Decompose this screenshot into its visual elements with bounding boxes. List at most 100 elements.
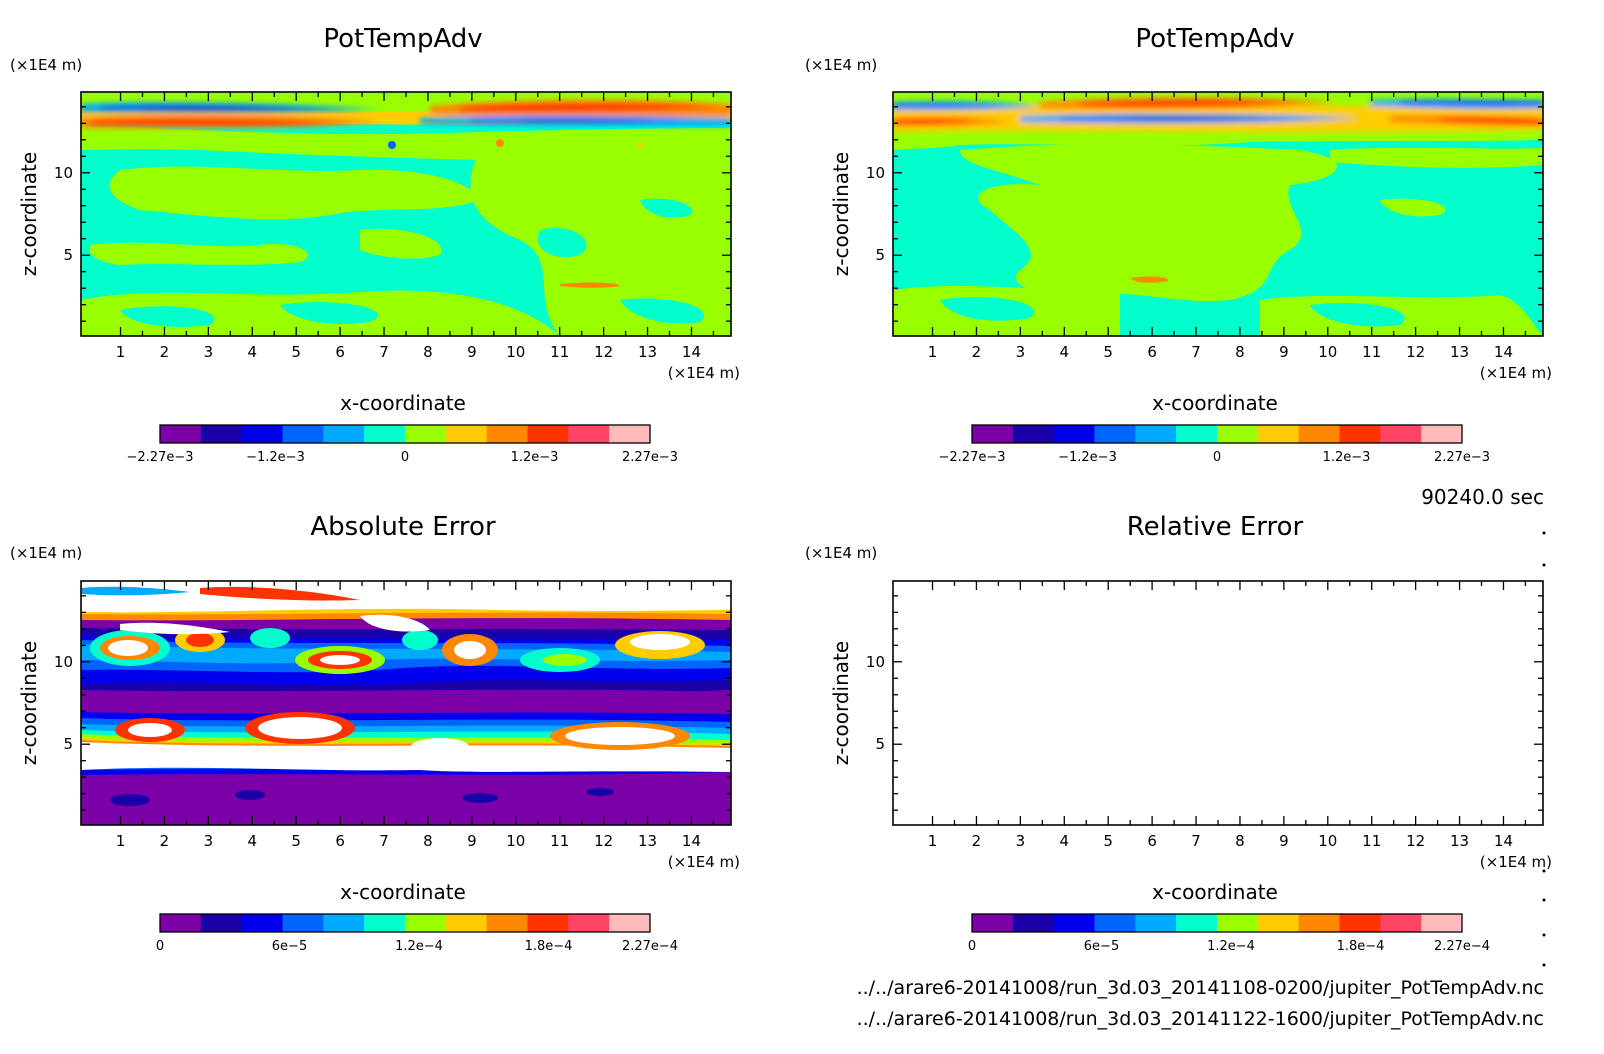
x-tick-label: 2 <box>972 343 982 361</box>
colorbar-label: 0 <box>1213 450 1221 465</box>
colorbar-swatch <box>568 914 610 932</box>
colorbar-swatch <box>1217 425 1259 443</box>
x-tick-label: 8 <box>423 832 433 850</box>
colorbar-swatch <box>1339 914 1381 932</box>
colorbar-swatch <box>1380 425 1422 443</box>
colorbar-label: 2.27e−4 <box>1434 939 1490 954</box>
colorbar-swatch <box>1298 914 1340 932</box>
x-tick-label: 8 <box>423 343 433 361</box>
y-axis-label: z-coordinate <box>829 641 853 765</box>
colorbar-label: −1.2e−3 <box>1058 450 1117 465</box>
x-tick-label: 6 <box>335 343 345 361</box>
x-tick-label: 4 <box>1060 343 1070 361</box>
x-tick-label: 10 <box>506 343 525 361</box>
colorbar-swatch <box>1421 425 1463 443</box>
time-label: 90240.0 sec <box>1421 485 1544 509</box>
y-tick-labels: 5 10 <box>866 653 885 753</box>
colorbar-label: 1.2e−4 <box>1207 939 1255 954</box>
x-tick-label: 3 <box>204 832 214 850</box>
colorbar-label: 2.27e−4 <box>622 939 678 954</box>
x-tick-label: 11 <box>1362 832 1381 850</box>
colorbar-label: −2.27e−3 <box>127 450 194 465</box>
x-tick-label: 7 <box>379 832 389 850</box>
colorbar-label: 1.8e−4 <box>1337 939 1385 954</box>
colorbar-label: 6e−5 <box>272 939 307 954</box>
x-tick-label: 1 <box>928 832 938 850</box>
y-tick-label: 10 <box>866 653 885 671</box>
edge-dots <box>1542 531 1546 967</box>
colorbar-swatch <box>241 914 283 932</box>
x-unit-label: (×1E4 m) <box>668 364 740 382</box>
colorbar-swatch <box>609 425 651 443</box>
x-tick-label: 7 <box>1191 832 1201 850</box>
colorbar-labels: −2.27e−3 −1.2e−3 0 1.2e−3 2.27e−3 <box>127 450 679 465</box>
colorbar-label: 0 <box>156 939 164 954</box>
y-tick-label: 10 <box>54 164 73 182</box>
y-axis-label: z-coordinate <box>829 152 853 276</box>
x-tick-label: 7 <box>379 343 389 361</box>
colorbar-swatch <box>527 425 569 443</box>
panel-title: PotTempAdv <box>323 24 482 54</box>
colorbar-swatch <box>568 425 610 443</box>
x-tick-label: 6 <box>1147 343 1157 361</box>
colorbar-swatch <box>1257 914 1300 932</box>
y-axis-label: z-coordinate <box>17 152 41 276</box>
colorbar-swatch <box>282 425 324 443</box>
y-unit-label: (×1E4 m) <box>10 56 82 74</box>
x-tick-label: 8 <box>1235 832 1245 850</box>
panel-relative-error: Relative Error (×1E4 m) (×1E4 m) x-coord… <box>805 512 1552 954</box>
colorbar <box>971 424 1463 444</box>
colorbar-frame <box>971 424 1463 444</box>
colorbar-label: 1.8e−4 <box>525 939 573 954</box>
x-tick-label: 4 <box>248 832 258 850</box>
colorbar-label: −2.27e−3 <box>939 450 1006 465</box>
y-tick-label: 5 <box>63 735 73 753</box>
x-tick-label: 14 <box>1494 343 1513 361</box>
colorbar-swatch <box>1053 914 1095 932</box>
colorbar-swatch <box>445 425 488 443</box>
colorbar-swatch <box>405 914 447 932</box>
colorbar <box>159 424 651 444</box>
x-tick-label: 11 <box>550 343 569 361</box>
x-tick-label: 6 <box>1147 832 1157 850</box>
x-tick-label: 3 <box>1016 343 1026 361</box>
colorbar-frame <box>159 913 651 933</box>
colorbar-swatch <box>364 425 406 443</box>
x-tick-label: 12 <box>594 343 613 361</box>
x-tick-label: 14 <box>1494 832 1513 850</box>
colorbar-swatch <box>200 425 243 443</box>
x-tick-label: 4 <box>1060 832 1070 850</box>
colorbar-swatch <box>323 914 365 932</box>
y-unit-label: (×1E4 m) <box>805 544 877 562</box>
colorbar-swatch <box>323 425 365 443</box>
x-tick-label: 2 <box>972 832 982 850</box>
x-axis-label: x-coordinate <box>340 880 466 904</box>
x-tick-label: 10 <box>1318 832 1337 850</box>
colorbar-swatch <box>1135 425 1177 443</box>
x-tick-label: 9 <box>467 832 477 850</box>
colorbar-swatch <box>282 914 324 932</box>
x-tick-label: 9 <box>1279 343 1289 361</box>
colorbar-frame <box>971 913 1463 933</box>
x-tick-label: 12 <box>1406 343 1425 361</box>
file-path-2: ../../arare6-20141008/run_3d.03_20141122… <box>857 1008 1544 1030</box>
contour-field-left <box>81 92 731 336</box>
x-tick-label: 14 <box>682 343 701 361</box>
x-tick-labels: 1 2 3 4 5 6 7 8 9 10 11 12 13 14 <box>116 343 701 361</box>
x-tick-label: 1 <box>116 832 126 850</box>
colorbar-swatch <box>1176 425 1218 443</box>
x-axis-label: x-coordinate <box>1152 880 1278 904</box>
colorbar-swatch <box>1135 914 1177 932</box>
x-tick-label: 10 <box>506 832 525 850</box>
colorbar-swatch <box>200 914 243 932</box>
x-tick-label: 13 <box>1450 343 1469 361</box>
x-tick-label: 8 <box>1235 343 1245 361</box>
colorbar-label: 2.27e−3 <box>1434 450 1490 465</box>
colorbar-swatch <box>1257 425 1300 443</box>
colorbar-swatch <box>160 425 202 443</box>
y-unit-label: (×1E4 m) <box>10 544 82 562</box>
colorbar-swatch <box>1339 425 1381 443</box>
y-tick-label: 10 <box>866 164 885 182</box>
x-tick-label: 3 <box>204 343 214 361</box>
colorbar-swatch <box>364 914 406 932</box>
